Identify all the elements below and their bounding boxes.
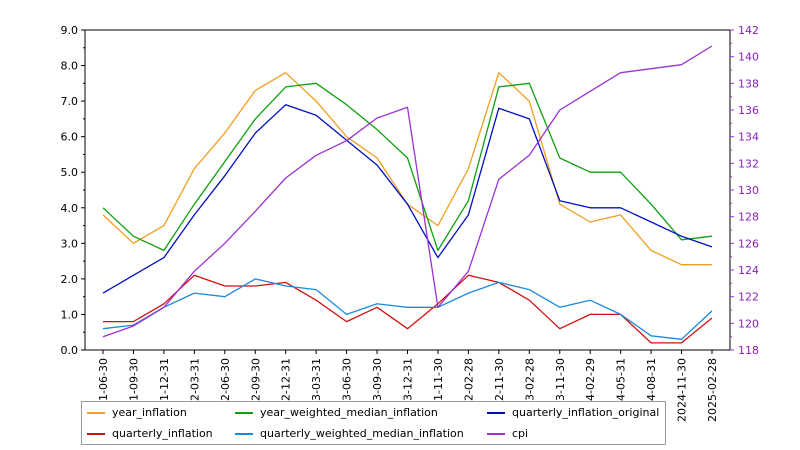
left-axis-tick-label: 6.0 xyxy=(61,131,79,144)
x-axis-tick-label: 2025-02-28 xyxy=(706,358,719,422)
x-axis-tick-label: 4-08-31 xyxy=(645,358,658,401)
legend-swatch xyxy=(87,433,105,435)
x-axis-tick-label: 3-09-30 xyxy=(371,358,384,401)
x-axis-tick-label: 2-02-28 xyxy=(462,358,475,401)
left-axis-tick-label: 1.0 xyxy=(61,308,79,321)
series-line-cpi xyxy=(102,45,713,338)
legend-label: quarterly_inflation xyxy=(112,427,213,440)
series-line-quarterly-inflation-original xyxy=(102,104,713,294)
legend-swatch xyxy=(87,412,105,414)
left-axis-tick-label: 8.0 xyxy=(61,60,79,73)
x-axis-tick-label: 4-02-29 xyxy=(584,358,597,401)
x-axis-tick-label: 3-03-31 xyxy=(310,358,323,401)
x-axis-tick-label: 3-02-28 xyxy=(523,358,536,401)
series-line-quarterly-weighted-median-inflation xyxy=(102,278,713,340)
x-axis-tick-label: 3-12-31 xyxy=(402,358,415,401)
right-axis-tick-label: 132 xyxy=(738,157,759,170)
x-axis-tick-label: 4-05-31 xyxy=(615,358,628,401)
left-axis-tick-label: 2.0 xyxy=(61,273,79,286)
legend-swatch xyxy=(235,433,253,435)
right-axis-tick-label: 138 xyxy=(738,77,759,90)
right-axis-tick-label: 142 xyxy=(738,24,759,37)
legend-label: cpi xyxy=(512,427,529,440)
x-axis-tick-label: 2-11-30 xyxy=(493,358,506,401)
left-axis-tick-label: 3.0 xyxy=(61,237,79,250)
right-axis-tick-label: 122 xyxy=(738,291,759,304)
right-axis-tick-label: 136 xyxy=(738,104,759,117)
legend-swatch xyxy=(487,433,505,435)
series-line-quarterly-inflation xyxy=(103,274,713,344)
chart-legend: year_inflation year_weighted_median_infl… xyxy=(81,401,666,445)
right-axis-tick-label: 126 xyxy=(738,237,759,250)
plot-frame xyxy=(84,29,731,351)
x-axis-tick-label: 3-06-30 xyxy=(341,358,354,401)
left-axis-tick-label: 5.0 xyxy=(61,166,79,179)
left-axis-tick-label: 4.0 xyxy=(61,202,79,215)
x-axis-tick-label: 1-06-30 xyxy=(97,358,110,401)
series-line-year-inflation xyxy=(102,72,712,266)
x-axis-tick-label: 2-09-30 xyxy=(249,358,262,401)
x-axis-tick-label: 2024-11-30 xyxy=(676,358,689,422)
legend-swatch xyxy=(235,412,253,414)
series-line-year-weighted-median-inflation xyxy=(102,82,713,252)
x-axis-tick-label: 2-03-31 xyxy=(188,358,201,401)
legend-label: year_weighted_median_inflation xyxy=(260,406,438,419)
legend-label: quarterly_inflation_original xyxy=(512,406,660,419)
x-axis-tick-label: 1-12-31 xyxy=(158,358,171,401)
right-axis-tick-label: 130 xyxy=(738,184,759,197)
legend-label: quarterly_weighted_median_inflation xyxy=(260,427,464,440)
left-axis-tick-label: 0.0 xyxy=(61,344,79,357)
right-axis-tick-label: 134 xyxy=(738,131,759,144)
x-axis-tick-label: 2-06-30 xyxy=(219,358,232,401)
x-axis-tick-label: 2-12-31 xyxy=(280,358,293,401)
left-axis-tick-label: 7.0 xyxy=(61,95,79,108)
legend-swatch xyxy=(487,412,505,414)
right-axis-tick-label: 140 xyxy=(738,51,759,64)
right-axis-tick-label: 128 xyxy=(738,211,759,224)
right-axis-tick-label: 118 xyxy=(738,344,759,357)
x-axis-tick-label: 1-11-30 xyxy=(432,358,445,401)
legend-label: year_inflation xyxy=(112,406,187,419)
x-axis-tick-label: 3-11-30 xyxy=(554,358,567,401)
right-axis-tick-label: 124 xyxy=(738,264,759,277)
right-axis-tick-label: 120 xyxy=(738,317,759,330)
x-axis-tick-label: 1-09-30 xyxy=(127,358,140,401)
left-axis-tick-label: 9.0 xyxy=(61,24,79,37)
